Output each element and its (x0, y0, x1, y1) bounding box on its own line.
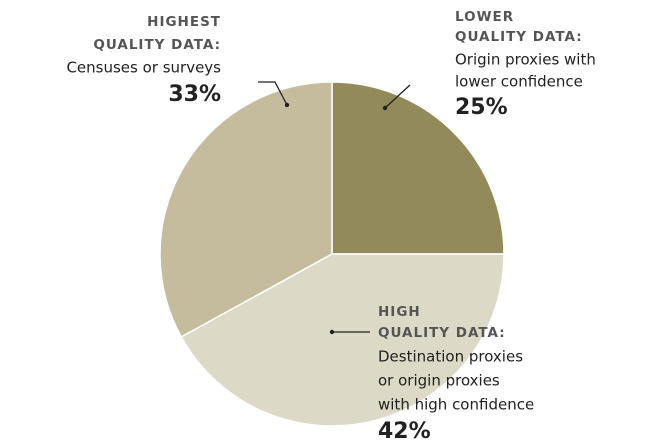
leader-dot (329, 329, 335, 335)
leader-dot (284, 102, 290, 108)
label-text: Censuses or surveys (66, 59, 221, 77)
leader-line (384, 84, 411, 109)
label-text: lower confidence (455, 73, 583, 91)
label-heading: HIGH (378, 304, 421, 320)
label-text: Origin proxies with (455, 51, 596, 69)
label-text: or origin proxies (378, 372, 500, 390)
label-heading: LOWER (455, 9, 514, 25)
value-label: 42% (378, 419, 431, 444)
pie (159, 81, 505, 427)
label-heading: QUALITY DATA: (455, 29, 583, 45)
leader-dot (382, 105, 388, 111)
leader-line (258, 81, 288, 106)
pie-slice (180, 253, 505, 427)
label-text: Destination proxies (378, 348, 523, 366)
label-heading: HIGHEST (147, 14, 221, 30)
pie-slice (159, 81, 333, 338)
pie-slice (331, 81, 505, 255)
value-label: 33% (168, 82, 221, 107)
label-text: with high confidence (378, 396, 534, 414)
label-heading: QUALITY DATA: (378, 325, 506, 341)
value-label: 25% (455, 95, 508, 120)
label-heading: QUALITY DATA: (93, 37, 221, 53)
